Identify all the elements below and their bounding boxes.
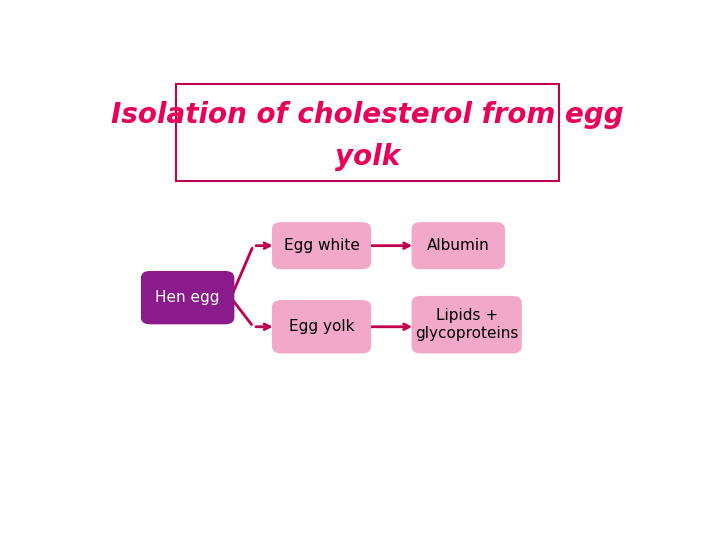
FancyBboxPatch shape <box>273 223 370 268</box>
Text: Lipids +
glycoproteins: Lipids + glycoproteins <box>415 308 518 341</box>
Text: Isolation of cholesterol from egg: Isolation of cholesterol from egg <box>112 101 624 129</box>
Text: yolk: yolk <box>335 143 400 171</box>
Text: Egg white: Egg white <box>284 238 359 253</box>
FancyBboxPatch shape <box>413 223 504 268</box>
Text: Hen egg: Hen egg <box>156 290 220 305</box>
Text: Egg yolk: Egg yolk <box>289 319 354 334</box>
FancyBboxPatch shape <box>413 296 521 353</box>
FancyBboxPatch shape <box>273 301 370 353</box>
Text: Albumin: Albumin <box>427 238 490 253</box>
FancyBboxPatch shape <box>142 272 234 323</box>
FancyBboxPatch shape <box>176 84 559 181</box>
